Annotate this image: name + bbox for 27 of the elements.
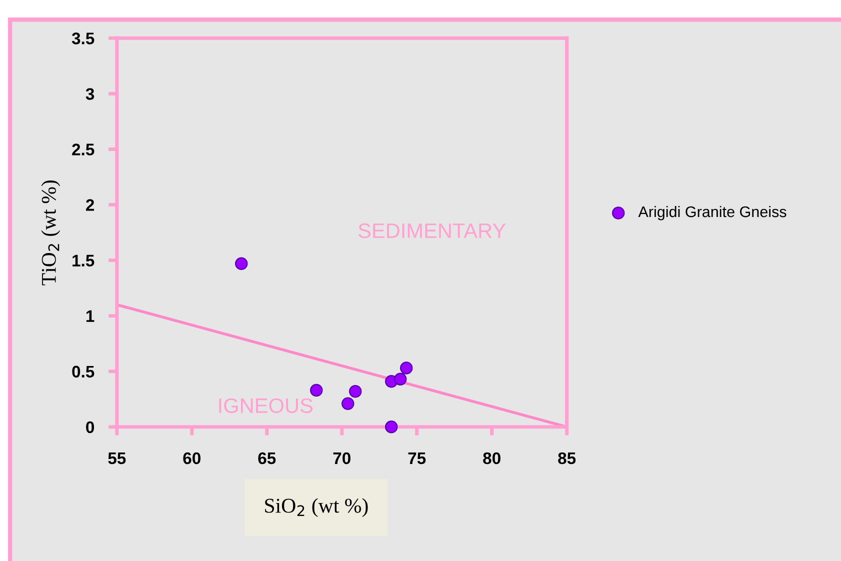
y-tick-label: 3.5 bbox=[72, 32, 94, 44]
legend-label: Arigidi Granite Gneiss bbox=[638, 206, 786, 220]
point bbox=[349, 385, 362, 398]
x-tick-label: 55 bbox=[108, 452, 126, 464]
y-tick-label: 1 bbox=[86, 310, 94, 322]
x-axis-title: SiO$_{2}$ (wt %) bbox=[265, 498, 368, 518]
annotation: SEDIMENTARY bbox=[358, 223, 506, 238]
y-tick-label: 2.5 bbox=[72, 144, 94, 156]
x-tick-label: 60 bbox=[183, 452, 200, 464]
x-tick-label: 65 bbox=[258, 452, 276, 464]
y-tick-label: 3 bbox=[86, 88, 94, 100]
y-tick-label: 0 bbox=[86, 421, 94, 434]
point bbox=[310, 384, 323, 397]
x-tick-label: 70 bbox=[333, 452, 350, 464]
point bbox=[384, 420, 398, 434]
point bbox=[342, 397, 354, 410]
point bbox=[400, 362, 413, 374]
y-tick-label: 2 bbox=[86, 199, 94, 211]
y-tick-label: 0.5 bbox=[72, 366, 94, 378]
y-tick-label: 1.5 bbox=[72, 254, 94, 267]
y-axis-title: TiO$_{2}$ (wt %) bbox=[41, 180, 60, 286]
x-tick-label: 75 bbox=[408, 452, 426, 464]
x-tick-label: 80 bbox=[483, 452, 500, 464]
point bbox=[394, 372, 407, 386]
annotation: IGNEOUS bbox=[219, 398, 312, 414]
x-tick-label: 85 bbox=[558, 452, 576, 464]
point bbox=[235, 257, 248, 270]
